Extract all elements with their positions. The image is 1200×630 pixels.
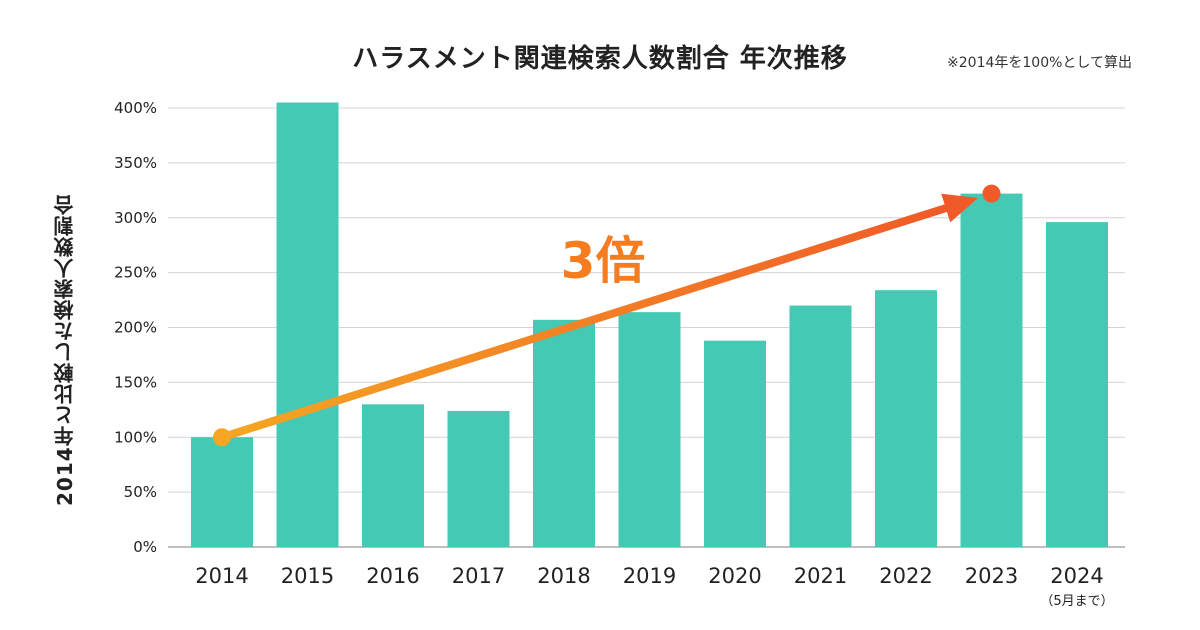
- trend-start-point: [213, 428, 231, 447]
- x-tick-label: 2019: [623, 564, 676, 588]
- bar-2016: [362, 404, 424, 547]
- x-tick-sublabel: （5月まで）: [1040, 594, 1113, 609]
- y-tick-label: 200%: [114, 319, 157, 337]
- y-tick-label: 100%: [114, 428, 157, 446]
- x-tick-label: 2018: [537, 564, 590, 588]
- trend-arrow-head: [941, 193, 979, 223]
- trend-arrow-shaft: [218, 202, 954, 442]
- x-tick-label: 2020: [708, 564, 761, 588]
- bar-2017: [447, 410, 510, 547]
- x-tick-label: 2024: [1050, 564, 1103, 588]
- bar-2019: [618, 312, 681, 547]
- bar-2018: [533, 319, 595, 547]
- bar-2014: [191, 437, 253, 547]
- trend-annotation: 3倍: [213, 184, 1001, 447]
- y-tick-label: 350%: [114, 154, 157, 172]
- trend-annotation-label: 3倍: [561, 232, 646, 290]
- bars: [191, 102, 1108, 548]
- y-tick-label: 0%: [133, 538, 157, 556]
- x-tick-label: 2017: [452, 564, 505, 588]
- y-tick-label: 400%: [114, 99, 157, 117]
- x-tick-label: 2015: [281, 564, 334, 588]
- bar-2020: [704, 340, 766, 547]
- y-tick-label: 300%: [114, 209, 157, 227]
- x-tick-label: 2022: [879, 564, 932, 588]
- chart-title: ハラスメント関連検索人数割合 年次推移: [352, 44, 848, 74]
- trend-end-point: [982, 184, 1001, 203]
- x-tick-labels: 2014 2015 2016 2017 2018 2019 2020 2021 2022 2023…: [195, 564, 1113, 609]
- x-tick-label: 2021: [794, 564, 847, 588]
- x-tick-label: 2023: [965, 564, 1018, 588]
- y-tick-label: 250%: [114, 264, 157, 282]
- y-tick-labels: 0% 50% 100% 150% 200% 250% 300% 350% 400%: [114, 99, 157, 556]
- bar-2023: [960, 193, 1023, 548]
- y-tick-label: 50%: [124, 483, 157, 501]
- bar-2021: [789, 305, 852, 547]
- bar-2024: [1046, 222, 1108, 547]
- x-tick-label: 2016: [366, 564, 419, 588]
- y-tick-label: 150%: [114, 373, 157, 391]
- bar-2022: [875, 290, 937, 547]
- x-tick-label: 2014: [195, 564, 248, 588]
- chart-note: ※2014年を100%として算出: [947, 55, 1132, 71]
- bar-2015: [276, 102, 339, 547]
